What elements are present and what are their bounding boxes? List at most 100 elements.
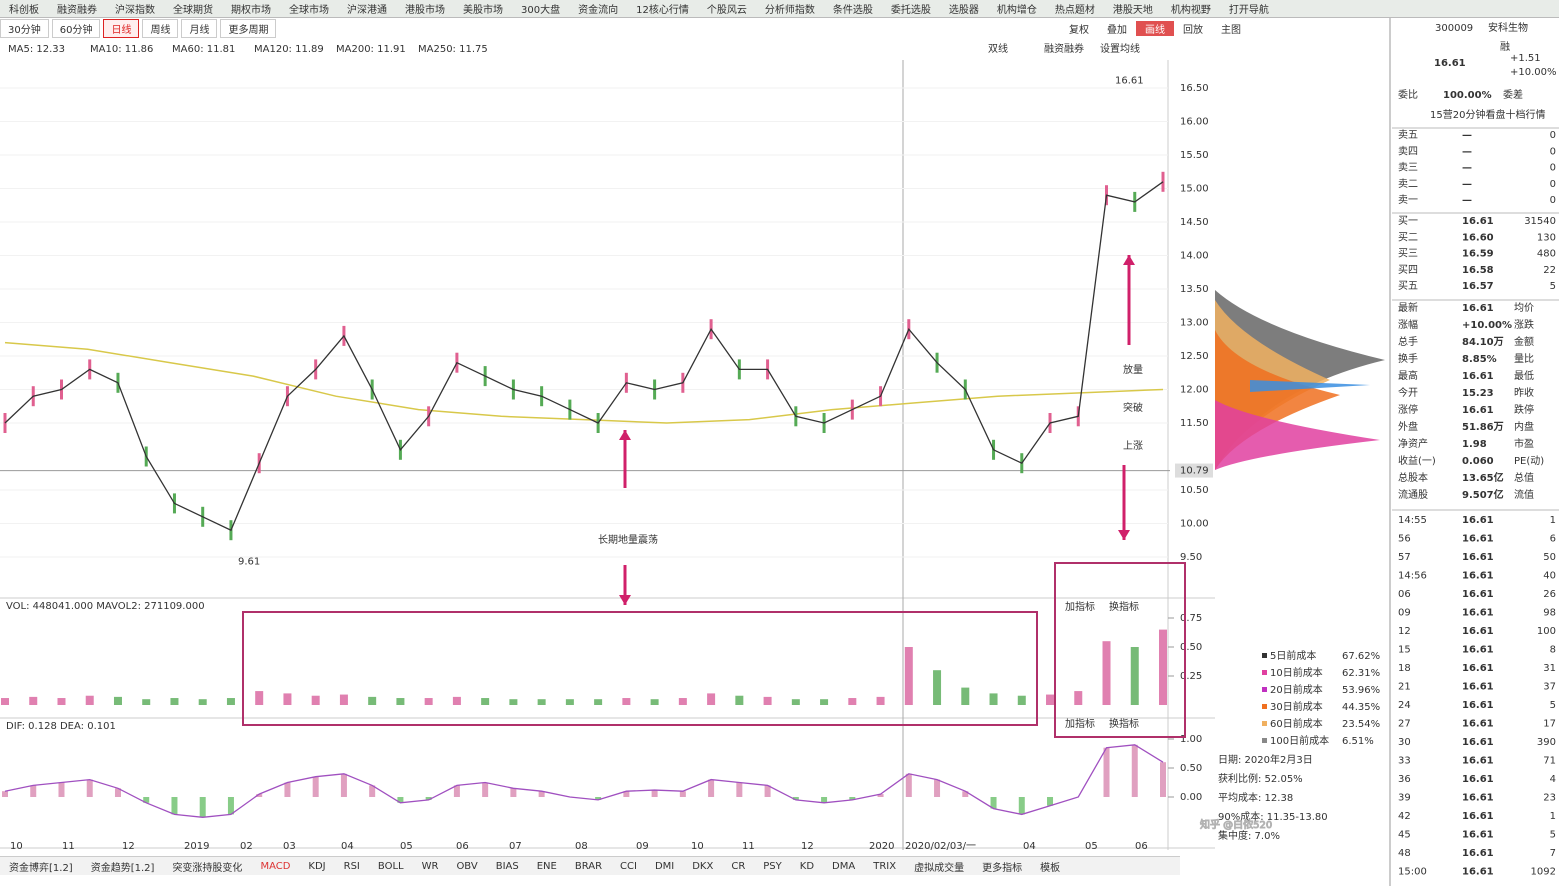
tool-button[interactable]: 叠加 xyxy=(1107,24,1127,36)
tool-button[interactable]: 画线 xyxy=(1136,20,1174,36)
indicator-tab[interactable]: 模板 xyxy=(1040,862,1061,874)
stock-title: 安科生物 xyxy=(1488,21,1528,34)
ticks-cell: 09 xyxy=(1398,608,1411,619)
stats-cell: 最高 xyxy=(1398,369,1418,382)
menu-item[interactable]: 美股市场 xyxy=(463,5,503,16)
ticks-cell: 16.61 xyxy=(1462,626,1494,637)
menu-item[interactable]: 机构增仓 xyxy=(996,5,1037,16)
volume-bar xyxy=(735,695,744,705)
x-tick-label: 06 xyxy=(1135,841,1148,852)
asks-cell: — xyxy=(1462,146,1472,157)
indicator-tab[interactable]: KDJ xyxy=(308,860,326,872)
indicator-tab[interactable]: 更多指标 xyxy=(982,862,1023,874)
menu-item[interactable]: 300大盘 xyxy=(521,5,561,16)
macd-tick-label: 1.00 xyxy=(1180,734,1202,745)
asks-cell: 卖二 xyxy=(1398,178,1418,190)
indicator-tab[interactable]: DMI xyxy=(654,860,675,872)
menu-item[interactable]: 资金流向 xyxy=(578,5,619,16)
menu-item[interactable]: 港股天地 xyxy=(1112,5,1153,16)
tool-button[interactable]: 主图 xyxy=(1221,24,1241,36)
ticks-cell: 16.61 xyxy=(1462,830,1494,841)
indicator-tab[interactable]: DMA xyxy=(832,860,856,872)
ticks-cell: 56 xyxy=(1398,534,1411,545)
stats-cell: 市盈 xyxy=(1514,437,1534,450)
menu-item[interactable]: 分析师指数 xyxy=(764,5,815,16)
volume-bar xyxy=(198,699,207,705)
stats-cell: 1.98 xyxy=(1462,439,1487,450)
indicator-tab[interactable]: CCI xyxy=(620,860,637,872)
menu-item[interactable]: 全球期货 xyxy=(173,5,213,16)
asks-cell: 0 xyxy=(1550,163,1556,174)
ticks-cell: 16.61 xyxy=(1462,737,1494,748)
macd-bar xyxy=(538,791,545,797)
period-tab[interactable]: 30分钟 xyxy=(0,18,49,38)
indicator-tab[interactable]: WR xyxy=(421,860,439,872)
menu-item[interactable]: 期权市场 xyxy=(231,5,271,16)
menu-item[interactable]: 科创板 xyxy=(9,5,39,16)
macd-tick-label: 0.00 xyxy=(1180,792,1202,803)
indicator-tab[interactable]: MACD xyxy=(260,860,291,872)
volume-bar xyxy=(820,699,829,705)
indicator-tab[interactable]: 资金博弈[1.2] xyxy=(9,862,73,874)
panel-button: 换指标 xyxy=(1109,717,1139,730)
stats-cell: 15.23 xyxy=(1462,388,1494,399)
chip-info: 90%成本: 11.35-13.80 xyxy=(1218,810,1328,823)
indicator-tab[interactable]: KD xyxy=(799,860,815,872)
asks-cell: 卖一 xyxy=(1398,194,1418,206)
tool-button[interactable]: 复权 xyxy=(1069,24,1089,36)
menu-item[interactable]: 全球市场 xyxy=(289,5,329,16)
ticks-cell: 16.61 xyxy=(1462,793,1494,804)
menu-item[interactable]: 机构视野 xyxy=(1170,5,1211,16)
menu-item[interactable]: 条件选股 xyxy=(832,5,873,16)
period-tab[interactable]: 月线 xyxy=(181,18,218,38)
x-tick-label: 03 xyxy=(283,841,296,852)
ticks-cell: 37 xyxy=(1543,682,1556,693)
ticks-cell: 40 xyxy=(1543,571,1556,582)
menu-item[interactable]: 12核心行情 xyxy=(636,5,689,16)
macd-bar xyxy=(877,794,884,797)
period-tab[interactable]: 日线 xyxy=(103,18,140,38)
x-tick-label: 07 xyxy=(509,841,522,852)
volume-bar xyxy=(29,696,38,705)
indicator-tab[interactable]: 资金趋势[1.2] xyxy=(90,862,155,874)
indicator-tab[interactable]: 突变涨持股变化 xyxy=(172,862,243,874)
volume-bar xyxy=(424,698,433,705)
annotation: 上涨 xyxy=(1123,440,1143,452)
indicator-tab[interactable]: OBV xyxy=(456,860,478,872)
indicator-tab[interactable]: TRIX xyxy=(873,860,897,872)
stats-cell: 换手 xyxy=(1398,352,1418,365)
legend-swatch xyxy=(1262,738,1267,743)
menu-item[interactable]: 打开导航 xyxy=(1228,5,1269,16)
indicator-tab[interactable]: PSY xyxy=(763,860,782,872)
indicator-tab[interactable]: 虚拟成交量 xyxy=(914,862,965,874)
indicator-tab[interactable]: DKX xyxy=(692,860,714,872)
indicator-tab[interactable]: RSI xyxy=(343,860,360,872)
menu-item[interactable]: 沪深指数 xyxy=(115,5,155,16)
menu-item[interactable]: 热点题材 xyxy=(1054,5,1095,16)
asks-cell: 0 xyxy=(1550,195,1556,206)
menu-item[interactable]: 委托选股 xyxy=(890,5,931,16)
menu-item[interactable]: 沪深港通 xyxy=(347,5,387,16)
asks-cell: — xyxy=(1462,130,1472,141)
macd-bar xyxy=(962,791,969,797)
indicator-tab[interactable]: CR xyxy=(731,860,746,872)
period-tab[interactable]: 更多周期 xyxy=(220,18,277,38)
volume-bar xyxy=(283,693,292,705)
indicator-tab[interactable]: BOLL xyxy=(377,860,404,872)
period-tab[interactable]: 周线 xyxy=(142,18,179,38)
stats-cell: 流值 xyxy=(1514,488,1534,501)
volume-bar xyxy=(1102,641,1111,705)
period-tab[interactable]: 60分钟 xyxy=(51,18,101,38)
price-tick-label: 16.00 xyxy=(1180,117,1209,128)
bids-cell: 22 xyxy=(1543,265,1556,276)
asks-cell: 0 xyxy=(1550,179,1556,190)
indicator-tab[interactable]: BIAS xyxy=(495,860,519,872)
menu-item[interactable]: 融资融券 xyxy=(57,5,97,16)
indicator-tab[interactable]: ENE xyxy=(536,860,557,872)
indicator-tab[interactable]: BRAR xyxy=(574,860,603,872)
menu-item[interactable]: 港股市场 xyxy=(405,5,445,16)
menu-item[interactable]: 个股风云 xyxy=(706,5,747,16)
ma-legend: MA250: 11.75 xyxy=(418,44,488,55)
menu-item[interactable]: 选股器 xyxy=(948,5,979,16)
tool-button[interactable]: 回放 xyxy=(1183,24,1203,36)
